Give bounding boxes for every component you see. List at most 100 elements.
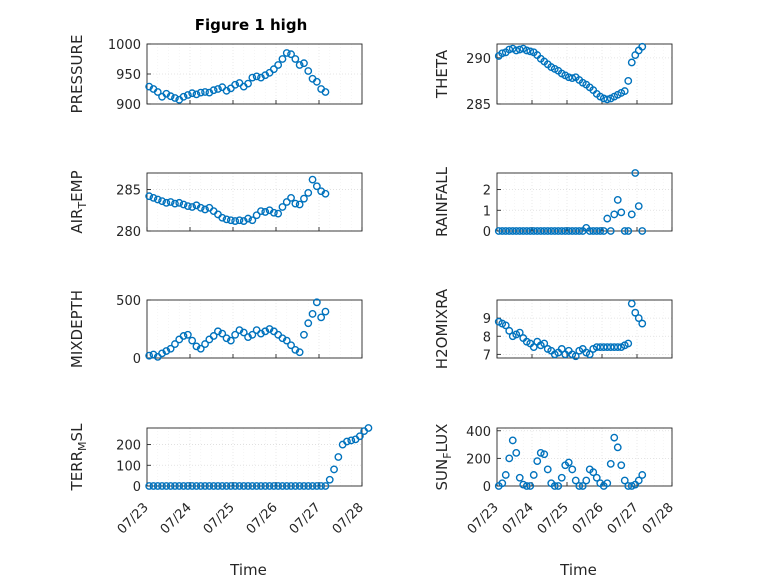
data-point [201, 205, 209, 214]
data-point [533, 457, 542, 466]
y-axis-label: PRESSURE [68, 35, 86, 114]
x-tick-label: 07/23 [465, 500, 502, 537]
data-point [540, 339, 549, 348]
data-point [634, 476, 643, 485]
data-point [201, 340, 209, 348]
y-tick-label: 285 [466, 98, 491, 113]
data-point [278, 334, 287, 343]
data-point [231, 482, 240, 490]
y-tick-label: 8 [483, 330, 491, 345]
data-point [592, 473, 601, 482]
data-point [239, 328, 248, 337]
data-point [218, 482, 227, 490]
data-point [304, 319, 313, 328]
data-point [282, 336, 291, 345]
data-point [235, 216, 244, 225]
data-point [188, 203, 197, 211]
data-point [252, 482, 261, 490]
data-point [153, 482, 162, 490]
data-point [235, 326, 244, 335]
data-point [634, 202, 643, 211]
data-point [239, 482, 248, 490]
x-tick-label: 07/26 [570, 500, 607, 537]
data-point [624, 339, 633, 348]
data-point [631, 308, 640, 317]
data-point [244, 482, 252, 490]
data-point [334, 453, 343, 461]
x-tick-label: 07/23 [115, 500, 152, 537]
figure-title: Figure 1 high [195, 16, 308, 34]
data-point [312, 77, 321, 86]
data-point [498, 479, 507, 488]
data-point [287, 341, 295, 350]
data-point [269, 208, 278, 217]
data-point [606, 227, 615, 235]
x-tick-label: 07/24 [158, 500, 195, 537]
y-tick-label: 285 [116, 184, 141, 199]
data-point [209, 332, 218, 340]
data-point [145, 351, 154, 360]
data-point [248, 330, 257, 339]
data-point [214, 482, 222, 490]
data-point [317, 313, 326, 322]
y-tick-label: 7 [483, 348, 491, 363]
y-tick-label: 280 [116, 225, 141, 240]
data-point [214, 327, 222, 336]
x-axis-label: Time [229, 561, 267, 579]
y-tick-label: 200 [466, 452, 491, 467]
data-point [568, 465, 577, 474]
y-axis-label: AIRTEMP [68, 170, 89, 233]
y-tick-label: 0 [483, 480, 491, 495]
data-point [153, 195, 162, 204]
data-point [244, 214, 252, 223]
data-point [171, 482, 179, 490]
data-point [617, 208, 626, 217]
data-point [162, 482, 171, 490]
data-point [231, 330, 240, 339]
axes-frame [146, 172, 363, 232]
data-point [550, 482, 559, 490]
data-point [540, 450, 549, 459]
data-point [300, 330, 308, 339]
data-point [312, 482, 321, 490]
data-point [603, 479, 612, 488]
data-point [166, 344, 175, 353]
y-axis-label: SUNFLUX [433, 424, 454, 491]
data-point [201, 88, 209, 96]
data-point [278, 482, 287, 490]
data-point [631, 169, 640, 177]
data-point [634, 314, 643, 323]
data-point [269, 482, 278, 490]
x-tick-label: 07/25 [201, 500, 238, 537]
data-point [330, 465, 338, 474]
data-point [325, 475, 334, 484]
data-point [149, 482, 158, 490]
data-point [304, 67, 313, 75]
data-point [603, 214, 612, 223]
data-point [575, 482, 584, 490]
data-point [209, 482, 218, 490]
data-point [248, 216, 257, 225]
y-tick-label: 1 [483, 204, 491, 219]
data-point [529, 343, 538, 352]
data-point [610, 210, 619, 219]
data-point [321, 189, 330, 198]
data-point [364, 424, 373, 432]
data-point [613, 343, 622, 352]
data-point [568, 74, 577, 83]
axes-frame [146, 427, 363, 487]
data-point [235, 482, 244, 490]
data-point [175, 482, 184, 490]
x-tick-label: 07/28 [640, 500, 677, 537]
y-axis-label: RAINFALL [433, 166, 451, 237]
y-tick-label: 100 [116, 459, 141, 474]
data-point [209, 86, 218, 95]
data-point [603, 95, 612, 104]
data-point [620, 87, 629, 95]
data-point [188, 336, 197, 345]
data-point [501, 321, 510, 330]
data-point [162, 198, 171, 207]
data-point [321, 88, 330, 96]
data-point [274, 61, 283, 69]
